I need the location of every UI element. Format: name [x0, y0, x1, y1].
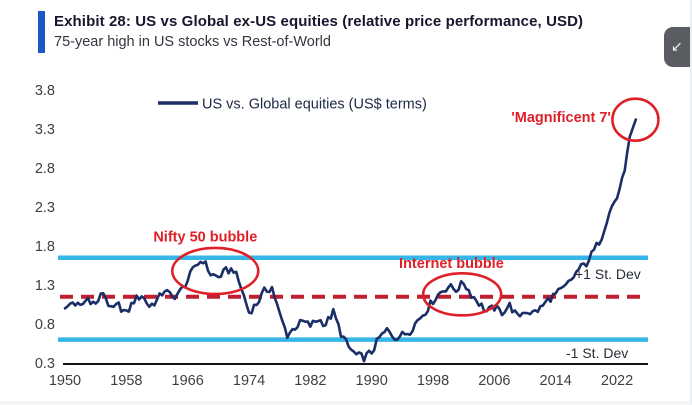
legend-label: US vs. Global equities (US$ terms): [202, 97, 427, 113]
exhibit-accent-bar: [38, 11, 45, 53]
y-axis-tick-label: 3.3: [35, 122, 55, 138]
y-axis-tick-label: 0.8: [35, 317, 55, 333]
series-line-us-vs-global: [63, 118, 638, 363]
annotation-circle-1: [421, 272, 503, 317]
plus-1-sd-label: +1 St. Dev: [575, 266, 641, 282]
y-axis-tick-label: 3.8: [35, 83, 55, 99]
x-axis-tick-label: 2014: [540, 373, 572, 389]
x-axis-tick-label: 2006: [478, 373, 510, 389]
x-axis-tick-label: 1974: [233, 373, 265, 389]
y-axis-tick-label: 1.8: [35, 239, 55, 255]
annotation-circle-0: [170, 246, 260, 296]
y-axis-tick-label: 2.3: [35, 200, 55, 216]
annotation-circle-2: [611, 97, 660, 142]
collapse-window-button[interactable]: ↙: [664, 27, 690, 67]
arrow-down-left-icon: ↙: [671, 39, 683, 55]
x-axis-tick-label: 1950: [49, 373, 81, 389]
x-axis-tick-label: 1958: [110, 373, 142, 389]
x-axis-tick-label: 1966: [172, 373, 204, 389]
y-axis-tick-label: 0.3: [35, 356, 55, 372]
annotation-label-1: Internet bubble: [399, 256, 504, 272]
x-axis-tick-label: 1982: [294, 373, 326, 389]
x-axis-tick-label: 1990: [356, 373, 388, 389]
annotation-label-0: Nifty 50 bubble: [153, 229, 257, 245]
x-axis-tick-label: 1998: [417, 373, 449, 389]
exhibit-header: Exhibit 28: US vs Global ex-US equities …: [38, 11, 583, 53]
x-axis-tick-label: 2022: [601, 373, 633, 389]
y-axis-tick-label: 2.8: [35, 161, 55, 177]
annotation-label-2: 'Magnificent 7': [511, 110, 611, 126]
minus-1-sd-label: -1 St. Dev: [566, 345, 628, 361]
exhibit-title: Exhibit 28: US vs Global ex-US equities …: [54, 13, 584, 30]
y-axis-tick-label: 1.3: [35, 278, 55, 294]
exhibit-subtitle: 75-year high in US stocks vs Rest-of-Wor…: [54, 34, 331, 50]
